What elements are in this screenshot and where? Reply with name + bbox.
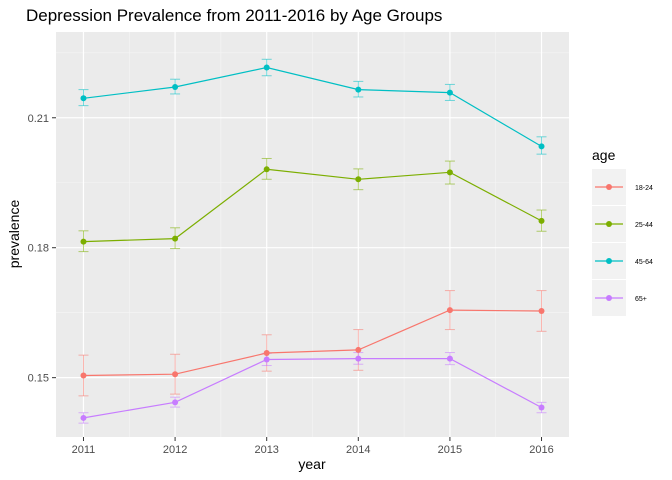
x-tick-label: 2014: [346, 444, 370, 456]
series-line-18-24: [83, 309, 542, 377]
data-point-45-64: [446, 89, 453, 96]
legend-title: age: [592, 147, 616, 163]
data-point-18-24: [172, 371, 179, 378]
data-point-25-44: [80, 238, 87, 245]
data-point-45-64: [263, 64, 270, 71]
data-point-65-: [538, 404, 545, 411]
legend-label: 25-44: [635, 222, 653, 229]
x-tick-label: 2013: [254, 444, 278, 456]
minor-gridlines: [56, 32, 569, 437]
data-point-25-44: [172, 235, 179, 242]
data-points: [80, 64, 545, 421]
y-tick-label: 0.18: [28, 243, 49, 255]
y-tick-label: 0.21: [28, 113, 49, 125]
legend-key-point: [606, 221, 612, 227]
data-point-45-64: [538, 143, 545, 150]
data-point-65-: [446, 355, 453, 362]
data-point-18-24: [446, 307, 453, 314]
legend-item-65-: 65+: [592, 280, 647, 316]
data-point-65-: [355, 355, 362, 362]
y-axis-title: prevalence: [6, 200, 22, 269]
legend-label: 65+: [635, 296, 647, 303]
legend: age 18-24 25-44 45-64 65+: [592, 147, 653, 316]
x-tick-label: 2011: [72, 444, 96, 456]
x-tick-label: 2016: [529, 444, 553, 456]
y-axis-ticks: 0.15 0.18 0.21: [28, 113, 56, 385]
legend-key-point: [606, 184, 612, 190]
legend-item-45-64: 45-64: [592, 243, 653, 279]
data-point-25-44: [446, 169, 453, 176]
series-line-65-: [83, 358, 542, 419]
data-point-18-24: [80, 372, 87, 379]
data-point-65-: [263, 356, 270, 363]
chart-title: Depression Prevalence from 2011-2016 by …: [26, 6, 442, 25]
data-point-65-: [80, 414, 87, 421]
series-line-45-64: [83, 66, 542, 147]
data-point-18-24: [263, 349, 270, 356]
series-line-25-44: [83, 168, 542, 243]
y-tick-label: 0.15: [28, 373, 49, 385]
x-tick-label: 2015: [438, 444, 462, 456]
x-axis-title: year: [298, 456, 326, 472]
series-lines: [83, 66, 542, 419]
legend-item-18-24: 18-24: [592, 169, 653, 205]
legend-label: 45-64: [635, 259, 653, 266]
x-tick-label: 2012: [163, 444, 187, 456]
data-point-25-44: [355, 176, 362, 183]
legend-item-25-44: 25-44: [592, 206, 653, 242]
data-point-25-44: [538, 217, 545, 224]
data-point-45-64: [80, 95, 87, 102]
data-point-65-: [172, 399, 179, 406]
data-point-45-64: [172, 84, 179, 91]
data-point-25-44: [263, 166, 270, 173]
legend-key-point: [606, 258, 612, 264]
legend-label: 18-24: [635, 185, 653, 192]
data-point-18-24: [355, 346, 362, 353]
data-point-18-24: [538, 307, 545, 314]
legend-key-point: [606, 295, 612, 301]
data-point-45-64: [355, 86, 362, 93]
x-axis-ticks: 2011 2012 2013 2014 2015 2016: [72, 437, 554, 456]
